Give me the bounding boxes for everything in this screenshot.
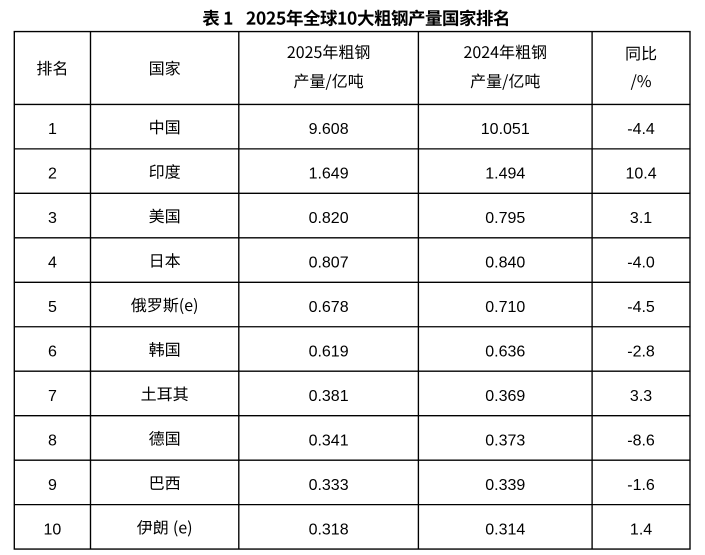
svg-text:9.608: 9.608 [309, 121, 349, 138]
svg-text:3.3: 3.3 [630, 388, 652, 405]
svg-text:0.381: 0.381 [309, 388, 349, 405]
svg-text:0.710: 0.710 [485, 299, 525, 316]
svg-text:-8.6: -8.6 [627, 432, 655, 449]
svg-text:0.339: 0.339 [485, 477, 525, 494]
svg-text:-4.4: -4.4 [627, 121, 655, 138]
svg-text:3: 3 [48, 210, 57, 227]
svg-text:3.1: 3.1 [630, 210, 652, 227]
svg-text:10.4: 10.4 [625, 166, 656, 183]
svg-text:0.318: 0.318 [309, 521, 349, 538]
svg-text:0.619: 0.619 [309, 343, 349, 360]
svg-text:10: 10 [44, 521, 62, 538]
svg-text:0.369: 0.369 [485, 388, 525, 405]
svg-text:-2.8: -2.8 [627, 343, 655, 360]
svg-text:7: 7 [48, 388, 57, 405]
svg-text:0.678: 0.678 [309, 299, 349, 316]
svg-text:-4.0: -4.0 [627, 255, 655, 272]
svg-text:5: 5 [48, 299, 57, 316]
svg-text:0.840: 0.840 [485, 255, 525, 272]
svg-text:0.341: 0.341 [309, 432, 349, 449]
svg-text:2: 2 [48, 166, 57, 183]
svg-text:4: 4 [48, 255, 57, 272]
svg-text:0.314: 0.314 [485, 521, 525, 538]
svg-text:0.636: 0.636 [485, 343, 525, 360]
svg-text:1.649: 1.649 [309, 166, 349, 183]
svg-text:6: 6 [48, 343, 57, 360]
svg-text:0.820: 0.820 [309, 210, 349, 227]
svg-text:-4.5: -4.5 [627, 299, 655, 316]
svg-text:0.333: 0.333 [309, 477, 349, 494]
svg-text:1.4: 1.4 [630, 521, 652, 538]
svg-text:-1.6: -1.6 [627, 477, 655, 494]
svg-text:0.807: 0.807 [309, 255, 349, 272]
svg-text:9: 9 [48, 477, 57, 494]
svg-text:0.373: 0.373 [485, 432, 525, 449]
svg-text:8: 8 [48, 432, 57, 449]
svg-text:0.795: 0.795 [485, 210, 525, 227]
svg-text:1: 1 [48, 121, 57, 138]
svg-text:10.051: 10.051 [481, 121, 530, 138]
svg-text:1.494: 1.494 [485, 166, 525, 183]
